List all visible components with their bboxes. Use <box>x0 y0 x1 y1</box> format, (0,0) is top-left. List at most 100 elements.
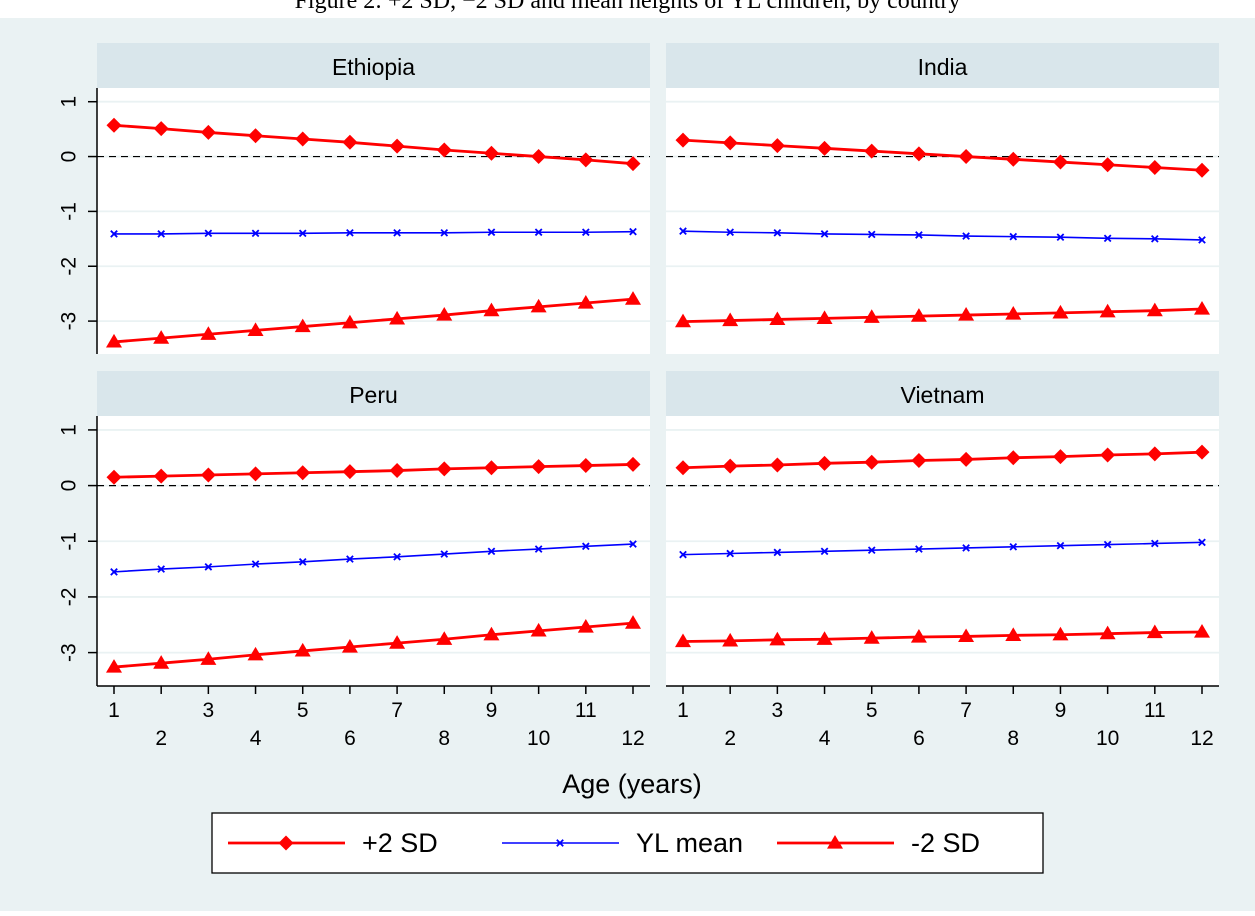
x-tick-label: 12 <box>1190 727 1213 750</box>
data-point-plus-2-sd <box>722 458 738 474</box>
data-point-minus-2-sd <box>436 307 453 321</box>
series-minus-2-sd-india <box>675 301 1210 328</box>
x-tick-label: 9 <box>486 699 498 722</box>
data-point-yl-mean <box>157 565 166 573</box>
x-tick-label: 2 <box>155 727 167 750</box>
data-point-minus-2-sd <box>1052 626 1069 641</box>
data-point-minus-2-sd <box>722 632 739 647</box>
plot-area-india <box>666 88 1219 354</box>
data-point-minus-2-sd <box>577 294 594 309</box>
y-tick-label: -1 <box>58 202 81 221</box>
x-tick-label: 10 <box>1096 727 1119 750</box>
x-tick-label: 3 <box>772 699 784 722</box>
x-tick-label: 4 <box>819 727 831 750</box>
data-point-minus-2-sd <box>106 659 122 673</box>
x-tick-label: 6 <box>344 727 356 750</box>
plot-area-vietnam <box>666 416 1219 686</box>
series-minus-2-sd-vietnam <box>675 624 1210 648</box>
series-line-plus-2-sd <box>113 463 634 479</box>
data-point-yl-mean <box>298 558 307 566</box>
data-point-minus-2-sd <box>769 631 786 646</box>
data-point-yl-mean <box>440 550 449 558</box>
data-point-minus-2-sd <box>769 311 786 326</box>
panel-ethiopia: Ethiopia 1 0 -1 -2 -3 <box>58 43 650 354</box>
data-point-plus-2-sd <box>248 128 264 144</box>
data-point-plus-2-sd <box>531 149 547 165</box>
data-point-yl-mean <box>1198 538 1206 547</box>
data-point-plus-2-sd <box>436 142 452 158</box>
legend-item-x: YL mean <box>502 828 743 858</box>
x-tick-label: 9 <box>1055 699 1067 722</box>
data-point-yl-mean <box>962 544 970 552</box>
data-point-plus-2-sd <box>817 140 833 156</box>
data-point-minus-2-sd <box>958 628 975 643</box>
data-point-plus-2-sd <box>817 455 833 471</box>
legend: +2 SD YL mean -2 SD <box>211 812 1044 874</box>
data-point-plus-2-sd <box>958 451 974 467</box>
data-point-minus-2-sd <box>294 318 311 333</box>
data-point-minus-2-sd <box>389 310 406 325</box>
data-point-yl-mean <box>820 230 829 238</box>
data-point-minus-2-sd <box>816 310 833 324</box>
data-point-yl-mean <box>204 229 213 238</box>
data-point-minus-2-sd <box>436 631 453 645</box>
data-point-yl-mean <box>1009 232 1018 241</box>
data-point-yl-mean <box>629 227 637 236</box>
series-minus-2-sd-ethiopia <box>106 291 641 348</box>
data-point-plus-2-sd <box>1194 444 1210 460</box>
data-point-plus-2-sd <box>342 464 358 480</box>
data-point-yl-mean <box>915 231 923 239</box>
y-tick-label: -1 <box>58 532 81 551</box>
data-point-plus-2-sd <box>1052 449 1068 465</box>
data-point-plus-2-sd <box>483 460 499 476</box>
data-point-minus-2-sd <box>247 322 264 337</box>
data-point-plus-2-sd <box>675 132 691 148</box>
panel-title-ethiopia: Ethiopia <box>332 54 415 80</box>
series-line-minus-2-sd <box>113 297 634 344</box>
data-point-plus-2-sd <box>1147 446 1163 462</box>
y-tick-label: 1 <box>58 96 81 108</box>
data-point-yl-mean <box>915 545 923 553</box>
data-point-minus-2-sd <box>577 618 594 633</box>
data-point-yl-mean <box>581 542 590 551</box>
data-point-plus-2-sd <box>200 467 216 483</box>
y-tick-label: 0 <box>58 151 81 163</box>
series-line-minus-2-sd <box>682 307 1203 324</box>
data-point-yl-mean <box>726 549 735 558</box>
data-point-plus-2-sd <box>578 152 594 168</box>
data-point-minus-2-sd <box>863 630 880 644</box>
data-point-plus-2-sd <box>578 458 594 474</box>
data-point-plus-2-sd <box>295 131 311 147</box>
x-tick-label: 1 <box>677 699 689 722</box>
data-point-yl-mean <box>1150 539 1159 548</box>
data-point-plus-2-sd <box>625 456 641 472</box>
data-point-plus-2-sd <box>389 463 405 479</box>
y-tick-label: -2 <box>58 588 81 607</box>
data-point-yl-mean <box>773 548 782 557</box>
data-point-yl-mean <box>820 547 829 556</box>
data-point-minus-2-sd <box>863 309 880 323</box>
series-line-plus-2-sd <box>113 123 634 166</box>
panel-title-india: India <box>918 54 968 80</box>
plot-area-peru <box>97 416 650 686</box>
data-point-plus-2-sd <box>864 454 880 470</box>
series-minus-2-sd-peru <box>106 615 641 673</box>
data-point-minus-2-sd <box>483 302 500 317</box>
data-point-plus-2-sd <box>200 124 216 140</box>
panel-title-peru: Peru <box>349 382 398 408</box>
y-tick-label: 1 <box>58 424 81 436</box>
x-tick-label: 7 <box>391 699 403 722</box>
data-point-minus-2-sd <box>1005 305 1022 320</box>
series-yl-mean-peru <box>110 540 637 576</box>
data-point-yl-mean <box>440 228 449 237</box>
data-point-yl-mean <box>534 545 543 553</box>
x-axis-label: Age (years) <box>562 769 702 799</box>
data-point-minus-2-sd <box>1005 627 1022 641</box>
data-point-plus-2-sd <box>295 465 311 481</box>
data-point-minus-2-sd <box>200 651 217 665</box>
data-point-minus-2-sd <box>530 622 547 637</box>
data-point-minus-2-sd <box>341 639 358 653</box>
y-tick-label: 0 <box>58 480 81 492</box>
data-point-yl-mean <box>1056 233 1065 242</box>
x-tick-label: 1 <box>108 699 120 722</box>
